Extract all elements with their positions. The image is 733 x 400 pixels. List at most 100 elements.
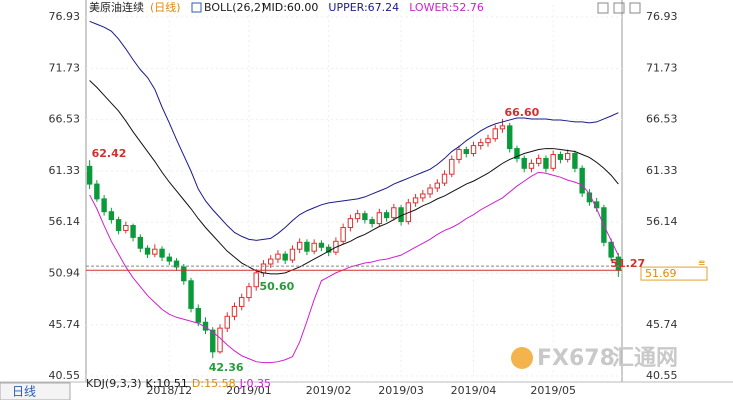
candle-body [420, 193, 426, 199]
y2-tick-label: 40.55 [646, 369, 678, 382]
candle-body [412, 197, 419, 204]
candle-body [173, 260, 180, 268]
candle-body [354, 213, 361, 220]
candle-body [260, 263, 267, 274]
y2-tick-label: 66.53 [646, 113, 678, 126]
annotation: 66.60 [504, 106, 539, 119]
y2-tick-label: 45.74 [646, 318, 678, 331]
icon[interactable] [613, 2, 625, 14]
band-line [89, 20, 619, 241]
candle-body [536, 157, 542, 164]
kdj-entry: K:10.51 [146, 377, 188, 390]
candle-body [159, 248, 165, 258]
last-price-arrow: ≡ [698, 259, 706, 269]
x-tick-label: 2019/02 [306, 384, 352, 397]
legend-entry: UPPER:67.24 [328, 1, 399, 14]
icon[interactable] [597, 2, 609, 14]
candle-body [528, 162, 535, 169]
candle-body [470, 145, 477, 154]
y2-tick-label: 61.33 [646, 164, 678, 177]
y-tick-label: 76.93 [49, 10, 81, 23]
tab-box[interactable] [0, 382, 71, 400]
candle-body [572, 152, 578, 169]
candle-body [362, 213, 368, 221]
candle-body [253, 272, 259, 288]
indicator: BOLL(26,2) [204, 1, 265, 14]
candle-body [434, 182, 440, 189]
candle-body [347, 218, 354, 229]
candle-body [115, 219, 122, 231]
band-line [89, 80, 619, 275]
toolbar-icons [597, 2, 641, 14]
candle-body [224, 315, 230, 329]
legend-entry: MID:60.00 [262, 1, 318, 14]
chart-title: 美原油连续 [89, 0, 144, 14]
candle-body [289, 248, 296, 261]
x-tick-label: 2019/01 [226, 384, 272, 397]
annotation: 51.27 [610, 257, 645, 270]
indicator-icon[interactable] [191, 2, 202, 13]
y-tick-label: 45.74 [49, 318, 81, 331]
watermark-logo [511, 347, 533, 369]
candle-body [101, 198, 107, 213]
candle-body [492, 128, 498, 140]
kdj-entry: D:15.58 [192, 377, 236, 390]
candle-body [463, 149, 469, 154]
candle-body [449, 158, 455, 175]
annotation: 42.36 [209, 361, 244, 374]
candle-body [123, 225, 129, 231]
icon[interactable] [629, 2, 641, 14]
candle-body [507, 125, 513, 150]
candle-body [296, 241, 303, 250]
candle-body [543, 157, 549, 169]
header: 美原油连续 (日线) BOLL(26,2) MID:60.00 UPPER:67.… [89, 0, 484, 14]
candle-body [383, 212, 390, 219]
candle-body [130, 225, 136, 238]
candle-body [579, 167, 585, 194]
candle-body [137, 236, 144, 249]
legend-entry: LOWER:52.76 [409, 1, 484, 14]
candle-body [239, 297, 245, 307]
candle-body [275, 253, 281, 260]
candle-body [499, 125, 506, 130]
x-tick-label: 2019/04 [451, 384, 497, 397]
annotation: 62.42 [92, 147, 127, 160]
candle-body [318, 242, 325, 248]
x-tick-label: 2019/05 [530, 384, 576, 397]
candle-body [514, 148, 520, 159]
candle-body [210, 329, 216, 353]
candle-body [246, 286, 252, 299]
tab-label[interactable]: 日线 [12, 385, 36, 399]
candle-body [86, 165, 93, 185]
last-price-box [640, 266, 708, 281]
candle-body [231, 305, 238, 317]
candle-body [181, 266, 187, 282]
plot: 40.5540.5545.7445.7450.9450.9456.1456.14… [49, 5, 708, 397]
candle-body [485, 138, 491, 144]
kdj-title: KDJ(9,3,3) [86, 377, 142, 390]
period: (日线) [150, 0, 181, 14]
y-tick-label: 40.55 [49, 369, 81, 382]
candle-body [456, 149, 462, 160]
y-tick-label: 71.73 [49, 61, 81, 74]
candle-body [144, 247, 151, 255]
candle-body [376, 212, 383, 225]
candle-body [441, 173, 448, 184]
last-price-label: 51.69 [645, 267, 677, 280]
watermark: FX678 汇通网 [511, 346, 678, 371]
candle-body [427, 187, 433, 195]
candle-body [521, 157, 527, 169]
candle-body [557, 153, 564, 160]
candle-body [94, 183, 100, 200]
y2-tick-label: 56.14 [646, 215, 678, 228]
candle-body [564, 152, 571, 160]
y-tick-label: 66.53 [49, 113, 81, 126]
y2-tick-label: 76.93 [646, 10, 678, 23]
candle-body [311, 242, 317, 252]
candle-body [340, 227, 346, 242]
kdj-entry: J:0.35 [239, 377, 271, 390]
candle-body [152, 248, 158, 255]
y-tick-label: 61.33 [49, 164, 81, 177]
